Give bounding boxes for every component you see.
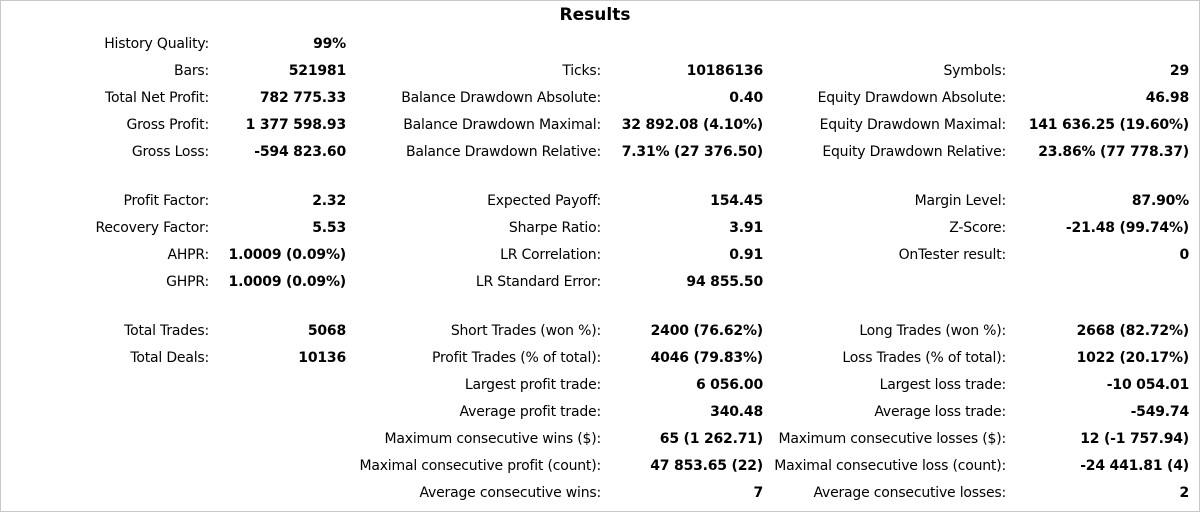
balance-drawdown-relative-value: 7.31% (27 376.50) — [621, 144, 763, 160]
total-deals-label: Total Deals: — [130, 350, 209, 366]
average-loss-trade-label: Average loss trade: — [874, 404, 1006, 420]
long-trades-value: 2668 (82.72%) — [1076, 323, 1190, 339]
lr-correlation-value: 0.91 — [729, 247, 763, 263]
maximal-consecutive-loss-label: Maximal consecutive loss (count): — [774, 458, 1006, 474]
history-quality-value: 99% — [313, 36, 346, 52]
maximal-consecutive-profit-value: 47 853.65 (22) — [650, 458, 763, 474]
largest-profit-trade-value: 6 056.00 — [695, 377, 763, 393]
profit-trades-value: 4046 (79.83%) — [650, 350, 764, 366]
largest-loss-trade-value: -10 054.01 — [1106, 377, 1189, 393]
loss-trades-label: Loss Trades (% of total): — [842, 350, 1006, 366]
average-profit-trade-label: Average profit trade: — [459, 404, 602, 420]
total-deals-value: 10136 — [298, 350, 346, 366]
expected-payoff-value: 154.45 — [710, 193, 763, 209]
lr-standard-error-value: 94 855.50 — [686, 274, 763, 290]
average-loss-trade-value: -549.74 — [1130, 404, 1190, 420]
lr-correlation-label: LR Correlation: — [500, 247, 601, 263]
maximum-consecutive-wins-value: 65 (1 262.71) — [659, 431, 763, 447]
total-trades-label: Total Trades: — [124, 323, 209, 339]
equity-drawdown-absolute-value: 46.98 — [1145, 90, 1189, 106]
history-quality-label: History Quality: — [104, 36, 209, 52]
sharpe-ratio-value: 3.91 — [729, 220, 763, 236]
bars-label: Bars: — [174, 63, 209, 79]
largest-profit-trade-label: Largest profit trade: — [464, 377, 601, 393]
z-score-value: -21.48 (99.74%) — [1065, 220, 1189, 236]
ticks-label: Ticks: — [562, 63, 601, 79]
total-net-profit-label: Total Net Profit: — [104, 90, 209, 106]
maximum-consecutive-losses-value: 12 (-1 757.94) — [1080, 431, 1189, 447]
equity-drawdown-relative-value: 23.86% (77 778.37) — [1038, 144, 1189, 160]
equity-drawdown-maximal-value: 141 636.25 (19.60%) — [1028, 117, 1190, 133]
loss-trades-value: 1022 (20.17%) — [1076, 350, 1190, 366]
ahpr-label: AHPR: — [167, 247, 209, 263]
z-score-label: Z-Score: — [949, 220, 1006, 236]
maximum-consecutive-wins-label: Maximum consecutive wins ($): — [384, 431, 602, 447]
balance-drawdown-absolute-value: 0.40 — [729, 90, 763, 106]
largest-loss-trade-label: Largest loss trade: — [879, 377, 1007, 393]
maximal-consecutive-profit-label: Maximal consecutive profit (count): — [359, 458, 601, 474]
profit-factor-label: Profit Factor: — [123, 193, 210, 209]
average-consecutive-wins-value: 7 — [753, 485, 763, 501]
ontester-result-value: 0 — [1179, 247, 1189, 263]
sharpe-ratio-label: Sharpe Ratio: — [508, 220, 601, 236]
long-trades-label: Long Trades (won %): — [859, 323, 1006, 339]
equity-drawdown-maximal-label: Equity Drawdown Maximal: — [819, 117, 1007, 133]
recovery-factor-value: 5.53 — [312, 220, 346, 236]
total-trades-value: 5068 — [307, 323, 346, 339]
symbols-value: 29 — [1169, 63, 1189, 79]
balance-drawdown-absolute-label: Balance Drawdown Absolute: — [401, 90, 601, 106]
total-net-profit-value: 782 775.33 — [259, 90, 346, 106]
profit-factor-value: 2.32 — [312, 193, 346, 209]
equity-drawdown-relative-label: Equity Drawdown Relative: — [822, 144, 1006, 160]
gross-profit-label: Gross Profit: — [126, 117, 209, 133]
ghpr-value: 1.0009 (0.09%) — [228, 274, 347, 290]
expected-payoff-label: Expected Payoff: — [487, 193, 601, 209]
recovery-factor-label: Recovery Factor: — [95, 220, 210, 236]
ontester-result-label: OnTester result: — [898, 247, 1007, 263]
margin-level-value: 87.90% — [1131, 193, 1189, 209]
average-consecutive-wins-label: Average consecutive wins: — [419, 485, 601, 501]
gross-loss-label: Gross Loss: — [131, 144, 209, 160]
balance-drawdown-maximal-label: Balance Drawdown Maximal: — [403, 117, 601, 133]
profit-trades-label: Profit Trades (% of total): — [432, 350, 601, 366]
margin-level-label: Margin Level: — [914, 193, 1007, 209]
gross-loss-value: -594 823.60 — [254, 144, 346, 160]
balance-drawdown-maximal-value: 32 892.08 (4.10%) — [621, 117, 763, 133]
ticks-value: 10186136 — [686, 63, 764, 79]
balance-drawdown-relative-label: Balance Drawdown Relative: — [405, 144, 601, 160]
symbols-label: Symbols: — [943, 63, 1006, 79]
ahpr-value: 1.0009 (0.09%) — [228, 247, 347, 263]
lr-standard-error-label: LR Standard Error: — [475, 274, 601, 290]
short-trades-label: Short Trades (won %): — [450, 323, 601, 339]
average-consecutive-losses-value: 2 — [1179, 485, 1189, 501]
ghpr-label: GHPR: — [166, 274, 209, 290]
bars-value: 521981 — [288, 63, 346, 79]
maximal-consecutive-loss-value: -24 441.81 (4) — [1080, 458, 1189, 474]
average-profit-trade-value: 340.48 — [710, 404, 763, 420]
results-title: Results — [559, 5, 631, 25]
gross-profit-value: 1 377 598.93 — [245, 117, 347, 133]
average-consecutive-losses-label: Average consecutive losses: — [813, 485, 1006, 501]
short-trades-value: 2400 (76.62%) — [650, 323, 764, 339]
equity-drawdown-absolute-label: Equity Drawdown Absolute: — [817, 90, 1007, 106]
maximum-consecutive-losses-label: Maximum consecutive losses ($): — [778, 431, 1006, 447]
